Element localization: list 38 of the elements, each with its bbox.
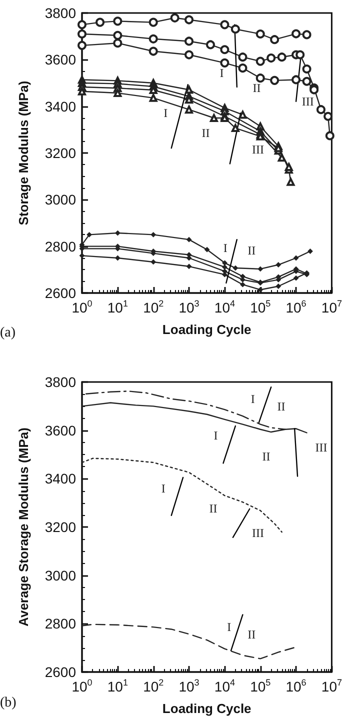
y-tick-label: 2600 xyxy=(44,285,76,301)
annotation: III xyxy=(252,142,264,157)
annotation: II xyxy=(262,449,270,464)
x-axis-title: Loading Cycle xyxy=(162,701,252,716)
annotation: I xyxy=(214,428,218,443)
annotation: II xyxy=(252,81,261,96)
y-tick-label: 3400 xyxy=(44,470,76,487)
annotation: I xyxy=(227,620,232,634)
annotation: I xyxy=(223,240,228,255)
annotation: III xyxy=(315,440,328,454)
y-tick-label: 2800 xyxy=(44,616,76,632)
y-tick-label: 2600 xyxy=(44,664,76,680)
annotation: II xyxy=(209,502,218,516)
y-tick-label: 3400 xyxy=(44,98,76,114)
annotation: I xyxy=(164,106,168,120)
annotation: II xyxy=(248,627,256,642)
annotation: II xyxy=(202,126,210,140)
y-tick-label: 3200 xyxy=(44,145,76,161)
y-tick-label: 3000 xyxy=(44,567,76,584)
y-axis-title: Storage Modulus (MPa) xyxy=(16,80,31,226)
y-tick-label: 3800 xyxy=(44,5,76,21)
annotation: II xyxy=(277,399,286,414)
y-axis-title: Average Storage Modulus (MPa) xyxy=(16,428,31,626)
annotation: I xyxy=(250,392,255,406)
annotation: I xyxy=(220,66,224,80)
x-axis-title: Loading Cycle xyxy=(162,322,252,337)
y-tick-label: 3200 xyxy=(44,519,76,535)
text: (a) xyxy=(0,326,16,340)
y-tick-label: 2800 xyxy=(44,238,76,254)
text: (b) xyxy=(0,696,17,710)
y-tick-label: 3800 xyxy=(44,374,76,390)
y-tick-label: 3600 xyxy=(44,422,76,438)
y-tick-label: 3600 xyxy=(44,52,76,68)
annotation: III xyxy=(252,526,264,540)
annotation: I xyxy=(161,481,166,496)
annotation: II xyxy=(248,244,256,258)
annotation: III xyxy=(302,94,314,108)
y-tick-label: 3000 xyxy=(44,192,76,208)
